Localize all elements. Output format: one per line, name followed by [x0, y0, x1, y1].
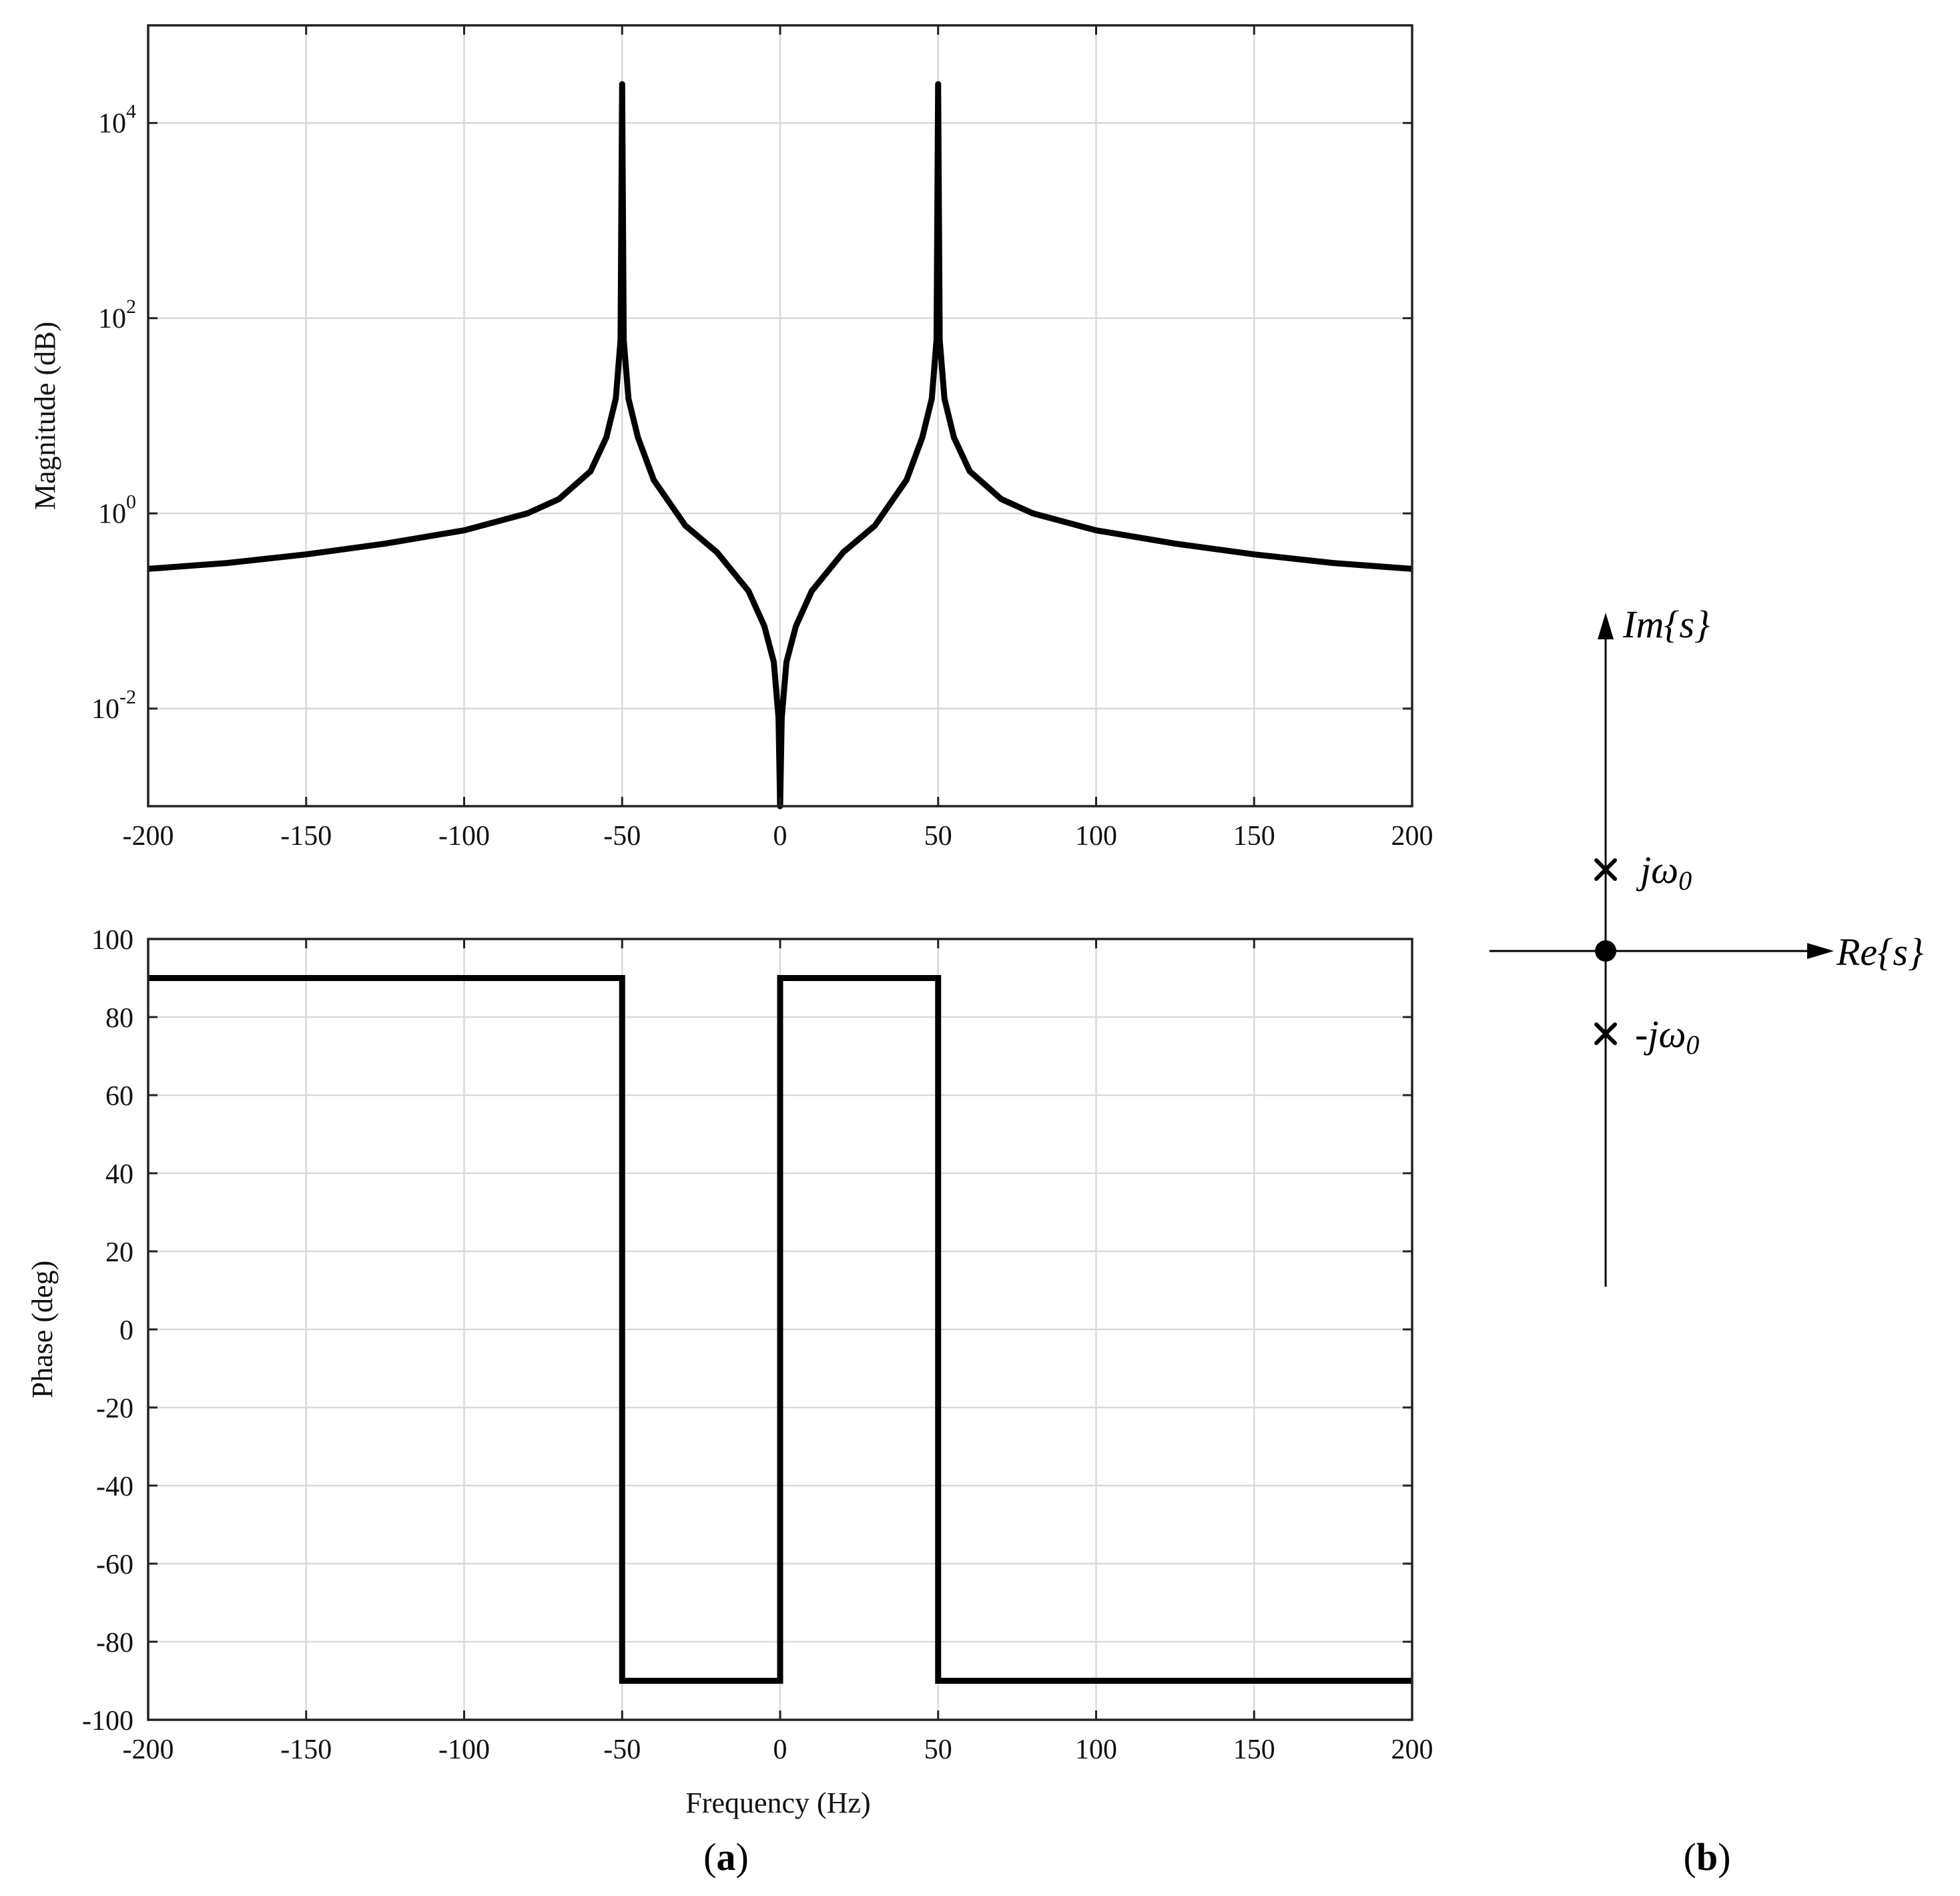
y-tick-label: 100	[91, 925, 133, 956]
y-tick-label: 60	[105, 1081, 133, 1112]
y-tick-label: 80	[105, 1003, 133, 1034]
y-tick-label: -80	[96, 1628, 133, 1658]
pole-label-negative: -jω0	[1635, 1012, 1699, 1060]
magnitude-x-ticks: -200 -150 -100 -50 0 50 100 150 200	[123, 25, 1433, 852]
y-tick-label: -20	[96, 1393, 133, 1424]
x-tick-label: 150	[1233, 821, 1275, 852]
y-tick-label: 20	[105, 1237, 133, 1268]
x-tick-label: 50	[924, 1734, 952, 1765]
magnitude-y-ticks: 104 102 100 10-2	[91, 100, 1412, 725]
x-tick-label: -150	[280, 821, 332, 852]
y-tick-label: 10-2	[91, 686, 136, 725]
caption-b: (b)	[1684, 1835, 1731, 1879]
phase-y-axis-label: Phase (deg)	[26, 1261, 59, 1399]
x-tick-label: 100	[1075, 1734, 1117, 1765]
y-tick-label: -100	[82, 1706, 133, 1736]
x-tick-label: 0	[773, 1734, 787, 1765]
caption-a: (a)	[703, 1835, 749, 1879]
imaginary-axis-label: Im{s}	[1622, 603, 1710, 646]
zero-marker-origin	[1595, 940, 1616, 962]
x-tick-label: -200	[123, 1734, 174, 1765]
phase-y-ticks: 100 80 60 40 20 0 -20 -40 -60 -80 -100	[82, 925, 1412, 1736]
pole-marker-positive	[1594, 858, 1617, 881]
phase-x-ticks: -200 -150 -100 -50 0 50 100 150 200	[123, 939, 1433, 1765]
y-tick-label: 0	[119, 1315, 133, 1346]
magnitude-plot: -200 -150 -100 -50 0 50 100 150 200 104 102 100 10-…	[29, 24, 1433, 852]
magnitude-y-axis-label: Magnitude (dB)	[29, 322, 61, 510]
x-tick-label: -50	[603, 821, 641, 852]
x-tick-label: 50	[924, 821, 952, 852]
x-tick-label: 150	[1233, 1734, 1275, 1765]
y-tick-label: 102	[98, 296, 136, 334]
imaginary-axis-arrowhead	[1598, 613, 1614, 639]
pole-marker-negative	[1594, 1022, 1617, 1045]
x-tick-label: 200	[1391, 1734, 1433, 1765]
x-tick-label: -100	[438, 1734, 490, 1765]
x-tick-label: 0	[773, 821, 787, 852]
pole-label-positive: jω0	[1636, 848, 1692, 896]
phase-series-line	[148, 975, 1412, 1684]
y-tick-label: -60	[96, 1550, 133, 1580]
x-tick-label: 200	[1391, 821, 1433, 852]
real-axis-label: Re{s}	[1836, 930, 1923, 974]
magnitude-grid	[147, 25, 1413, 806]
phase-x-axis-label: Frequency (Hz)	[685, 1787, 870, 1819]
phase-plot: -200 -150 -100 -50 0 50 100 150 200 100806040200…	[26, 925, 1433, 1819]
y-tick-label: -40	[96, 1472, 133, 1502]
x-tick-label: -200	[123, 821, 174, 852]
x-tick-label: -100	[438, 821, 490, 852]
x-tick-label: 100	[1075, 821, 1117, 852]
s-plane-diagram: Im{s} Re{s} jω0 -jω0	[1490, 603, 1923, 1287]
x-tick-label: -50	[603, 1734, 641, 1765]
y-tick-label: 40	[105, 1159, 133, 1190]
x-tick-label: -150	[280, 1734, 332, 1765]
y-tick-label: 100	[98, 491, 136, 529]
y-tick-label: 104	[98, 100, 136, 139]
real-axis-arrowhead	[1807, 943, 1834, 959]
